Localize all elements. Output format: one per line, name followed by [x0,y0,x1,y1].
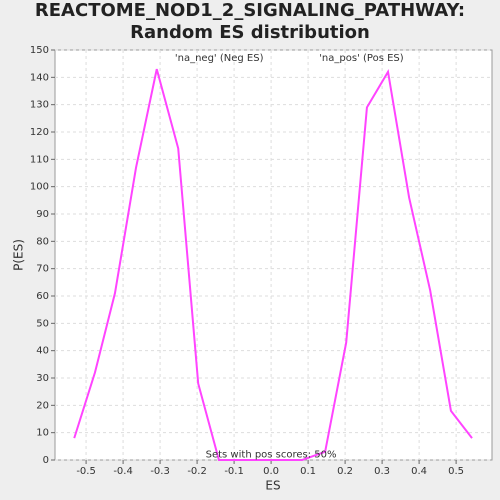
annotation: 'na_pos' (Pos ES) [319,53,404,64]
y-tick-label: 60 [36,291,49,302]
x-tick-label: 0.4 [411,466,427,477]
annotation: Sets with pos scores: 50% [206,450,337,461]
y-tick-label: 50 [36,318,49,329]
y-tick-label: 20 [36,400,49,411]
x-tick-label: -0.2 [187,466,207,477]
y-tick-label: 80 [36,236,49,247]
y-axis-label: P(ES) [12,239,26,271]
y-tick-label: 150 [30,45,49,56]
y-tick-label: 120 [30,127,49,138]
x-tick-label: -0.1 [224,466,244,477]
y-tick-label: 0 [43,455,49,466]
y-tick-label: 40 [36,346,49,357]
y-tick-label: 90 [36,209,49,220]
x-tick-label: 0.0 [263,466,279,477]
y-tick-label: 130 [30,100,49,111]
data-line [73,68,473,461]
y-tick-label: 30 [36,373,49,384]
annotation: 'na_neg' (Neg ES) [175,53,264,64]
x-axis-label: ES [265,479,280,493]
y-tick-label: 140 [30,72,49,83]
chart-title: REACTOME_NOD1_2_SIGNALING_PATHWAY: Rando… [34,0,466,43]
y-tick-label: 70 [36,264,49,275]
x-tick-label: 0.3 [374,466,390,477]
y-tick-label: 110 [30,154,49,165]
x-tick-label: 0.1 [300,466,316,477]
x-tick-label: -0.3 [150,466,170,477]
y-tick-label: 10 [36,428,49,439]
x-tick-label: 0.5 [448,466,464,477]
x-tick-label: 0.2 [337,466,353,477]
y-tick-label: 100 [30,182,49,193]
x-tick-label: -0.5 [76,466,96,477]
x-tick-label: -0.4 [113,466,133,477]
